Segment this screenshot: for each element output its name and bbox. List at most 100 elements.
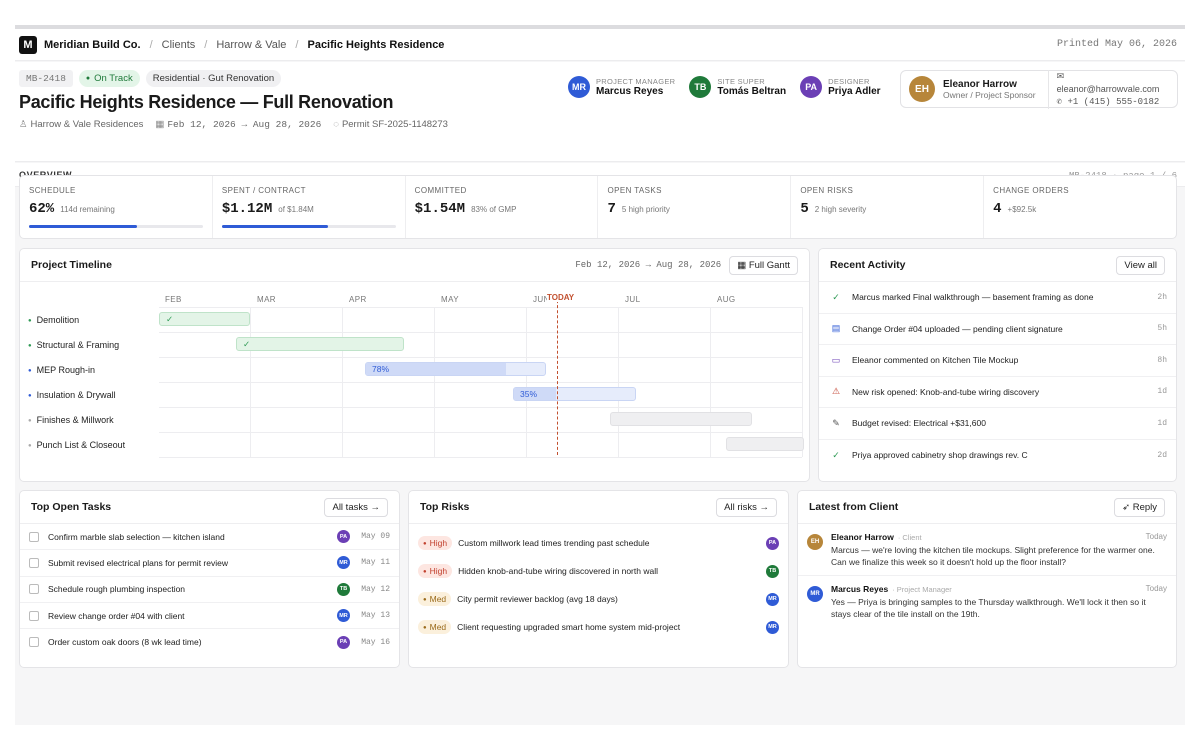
breadcrumb-clients[interactable]: Clients — [161, 38, 196, 51]
task-text: Submit revised electrical plans for perm… — [48, 557, 228, 568]
activity-panel: Recent Activity View all ✓ Marcus marked … — [818, 248, 1177, 482]
list-item[interactable]: ▤ Change Order #04 uploaded — pending cli… — [819, 314, 1176, 345]
team-member[interactable]: MR PROJECT MANAGER Marcus Reyes — [568, 76, 675, 98]
list-item[interactable]: ⚠ New risk opened: Knob-and-tube wiring d… — [819, 377, 1176, 408]
stat-value: 4 — [993, 201, 1002, 217]
panel-title: Top Open Tasks — [31, 501, 112, 513]
task-row[interactable]: Order custom oak doors (8 wk lead time) P… — [20, 629, 399, 655]
client-card[interactable]: EH Eleanor Harrow Owner / Project Sponso… — [900, 69, 1178, 109]
view-all-button[interactable]: View all — [1116, 255, 1165, 275]
task-text: Schedule rough plumbing inspection — [48, 584, 186, 595]
team-member[interactable]: PA DESIGNER Priya Adler — [800, 76, 881, 98]
today-label: TODAY — [547, 293, 575, 302]
risk-row[interactable]: High Hidden knob-and-tube wiring discover… — [409, 557, 788, 585]
avatar: MR — [337, 556, 350, 570]
task-row[interactable]: Confirm marble slab selection — kitchen … — [20, 524, 399, 551]
month-label: MAY — [441, 295, 459, 304]
month-label: MAR — [257, 295, 276, 304]
task-date: May 11 — [361, 558, 390, 568]
task-checkbox[interactable] — [29, 637, 39, 648]
stat-sub: 5 high priority — [621, 205, 670, 214]
message-role: Client — [902, 533, 922, 542]
gantt-bar-structural[interactable]: ✓ — [236, 337, 404, 351]
stat-label: CHANGE ORDERS — [993, 186, 1070, 195]
progress-fill — [366, 363, 506, 375]
reply-button[interactable]: ➶ Reply — [1114, 497, 1165, 517]
activity-time: 8h — [1157, 355, 1167, 365]
stat-label: OPEN TASKS — [607, 186, 662, 195]
stat-label: OPEN RISKS — [800, 186, 854, 195]
risk-row[interactable]: Med Client requesting upgraded smart home… — [409, 613, 788, 641]
task-row[interactable]: Schedule rough plumbing inspection TB May … — [20, 577, 399, 603]
task-date: May 12 — [361, 584, 390, 594]
all-risks-button[interactable]: All risks → — [716, 497, 777, 517]
grid-line — [159, 357, 802, 358]
stat-spent: SPENT / CONTRACT $1.12M of $1.84M — [213, 176, 406, 238]
warning-icon: ⚠ — [831, 386, 841, 397]
list-item[interactable]: ✓ Marcus marked Final walkthrough — basem… — [819, 282, 1176, 314]
list-item[interactable]: ✓ Priya approved cabinetry shop drawings … — [819, 440, 1176, 472]
month-label: JUN — [533, 295, 550, 304]
risk-text: Client requesting upgraded smart home sy… — [457, 622, 681, 632]
task-checkbox[interactable] — [29, 557, 39, 568]
panel-title: Top Risks — [420, 501, 470, 513]
task-row[interactable]: Submit revised electrical plans for perm… — [20, 550, 399, 577]
task-checkbox[interactable] — [29, 531, 39, 542]
activity-text: Eleanor commented on Kitchen Tile Mockup — [852, 355, 1019, 366]
risk-text: Custom millwork lead times trending past… — [458, 538, 650, 548]
month-label: AUG — [717, 295, 736, 304]
activity-time: 2h — [1157, 292, 1167, 302]
task-row[interactable]: Review change order #04 with client MR May… — [20, 603, 399, 630]
client-org: ♙ Harrow & Vale Residences — [19, 119, 144, 130]
grid-line — [159, 457, 802, 458]
avatar: MR — [807, 586, 823, 602]
list-item[interactable]: ▭ Eleanor commented on Kitchen Tile Mocku… — [819, 345, 1176, 377]
member-name: Priya Adler — [828, 86, 881, 97]
activity-text: Priya approved cabinetry shop drawings r… — [852, 450, 1028, 461]
client-email[interactable]: ✉ eleanor@harrowvale.com — [1056, 70, 1160, 94]
progress-fill — [29, 225, 137, 228]
breadcrumb-company[interactable]: Meridian Build Co. — [44, 38, 141, 51]
grid-line — [159, 382, 802, 383]
progress-bar — [221, 225, 396, 228]
stat-value: 7 — [607, 201, 616, 217]
team-member[interactable]: TB SITE SUPER Tomás Beltran — [689, 76, 786, 98]
breadcrumb-client[interactable]: Harrow & Vale — [216, 38, 287, 51]
risk-row[interactable]: High Custom millwork lead times trending … — [409, 529, 788, 557]
team-list: MR PROJECT MANAGER Marcus Reyes TB SITE S… — [568, 76, 881, 98]
progress-fill — [221, 225, 328, 228]
message-author: Eleanor Harrow — [831, 532, 894, 542]
stat-label: COMMITTED — [414, 186, 467, 195]
gantt-bar-demolition[interactable]: ✓ — [159, 312, 250, 326]
message-text: Yes — Priya is bringing samples to the T… — [831, 597, 1146, 619]
calendar-icon: ▦ — [155, 119, 165, 130]
activity-time: 2d — [1157, 450, 1167, 460]
client-phone[interactable]: ✆ +1 (415) 555-0182 — [1056, 96, 1160, 107]
task-date: May 16 — [361, 637, 390, 647]
task-checkbox[interactable] — [29, 584, 39, 595]
gantt-bar-insulation[interactable]: 35% — [513, 387, 636, 401]
progress-fill — [514, 388, 557, 400]
all-tasks-button[interactable]: All tasks → — [324, 497, 388, 517]
gantt-bar-finishes[interactable] — [610, 412, 752, 426]
gantt-chart: FEB MAR APR MAY JUN JUL AUG Demolition S… — [20, 283, 809, 458]
gantt-bar-punch-list[interactable] — [726, 437, 804, 451]
message: EH Eleanor Harrow · Client Today Marcus — … — [798, 524, 1176, 576]
stat-change-orders: CHANGE ORDERS 4 +$92.5k — [984, 176, 1176, 238]
task-checkbox[interactable] — [29, 610, 39, 621]
risk-row[interactable]: Med City permit reviewer backlog (avg 18 … — [409, 585, 788, 613]
status-badge: On Track — [78, 70, 140, 87]
shield-icon: ◌ — [333, 119, 339, 130]
severity-badge: High — [418, 536, 453, 550]
grid-line — [159, 407, 802, 408]
message-list: EH Eleanor Harrow · Client Today Marcus — … — [798, 524, 1176, 627]
panel-title: Recent Activity — [830, 259, 906, 271]
avatar: TB — [689, 76, 712, 98]
project-dates: ▦ Feb 12, 2026 → Aug 28, 2026 — [155, 119, 322, 130]
gantt-bar-mep[interactable]: 78% — [365, 362, 546, 376]
full-gantt-button[interactable]: ▦ Full Gantt — [729, 255, 798, 275]
list-item[interactable]: ✎ Budget revised: Electrical +$31,600 1d — [819, 408, 1176, 440]
phone-icon: ✆ — [1056, 96, 1063, 107]
month-label: JUL — [625, 295, 641, 304]
risk-text: City permit reviewer backlog (avg 18 day… — [457, 594, 618, 604]
